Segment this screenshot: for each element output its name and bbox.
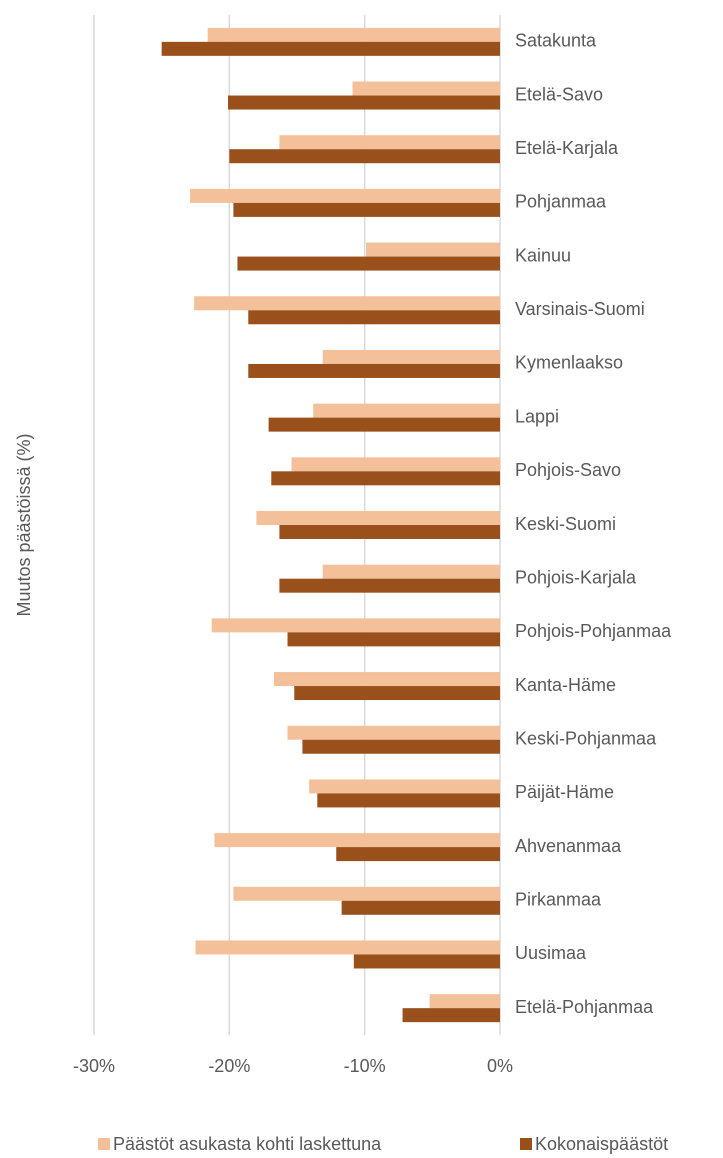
bar: [268, 417, 500, 432]
bar: [429, 994, 500, 1009]
bar: [194, 296, 500, 311]
bar: [322, 564, 500, 579]
bar: [402, 1008, 500, 1023]
bar: [248, 310, 500, 325]
bar: [294, 686, 500, 701]
bar: [248, 363, 500, 378]
category-label: Päijät-Häme: [515, 782, 614, 802]
category-label: Pohjois-Pohjanmaa: [515, 621, 672, 641]
bar: [195, 940, 500, 955]
bar: [322, 349, 500, 364]
bar: [366, 242, 500, 257]
y-axis-label: Muutos päästöissä (%): [14, 433, 34, 616]
bar: [227, 95, 501, 110]
bar: [233, 886, 501, 901]
legend-swatch: [98, 1138, 110, 1150]
bar: [336, 847, 500, 862]
legend-label: Kokonaispäästöt: [535, 1134, 668, 1154]
legend-swatch: [520, 1138, 532, 1150]
category-label: Keski-Pohjanmaa: [515, 728, 657, 748]
bar: [256, 511, 500, 525]
category-label: Kymenlaakso: [515, 353, 623, 373]
category-label: Ahvenanmaa: [515, 836, 622, 856]
bar: [287, 632, 500, 647]
bar: [279, 525, 500, 539]
category-label: Uusimaa: [515, 943, 587, 963]
bar: [287, 725, 500, 740]
bar: [352, 81, 500, 96]
category-label: Pohjois-Karjala: [515, 567, 637, 587]
bar: [279, 578, 500, 593]
bar: [211, 618, 501, 633]
category-label: Etelä-Karjala: [515, 138, 619, 158]
x-tick-label: -10%: [344, 1056, 386, 1076]
category-label: Varsinais-Suomi: [515, 299, 645, 319]
bar: [279, 135, 500, 150]
bar: [309, 779, 500, 794]
bar: [214, 833, 501, 848]
bar: [271, 471, 500, 486]
bar: [161, 41, 500, 56]
bar: [237, 256, 500, 271]
category-label: Kainuu: [515, 245, 571, 265]
legend-label: Päästöt asukasta kohti laskettuna: [113, 1134, 382, 1154]
category-label: Keski-Suomi: [515, 514, 616, 534]
category-label: Kanta-Häme: [515, 675, 616, 695]
category-label: Satakunta: [515, 31, 597, 51]
bar: [302, 739, 500, 754]
bar: [291, 457, 500, 472]
category-label: Etelä-Savo: [515, 84, 603, 104]
x-tick-label: -30%: [73, 1056, 115, 1076]
category-label: Pohjanmaa: [515, 192, 607, 212]
bar: [207, 27, 500, 42]
x-tick-label: 0%: [487, 1056, 513, 1076]
bar: [313, 403, 500, 418]
category-label: Lappi: [515, 406, 559, 426]
bar: [353, 954, 500, 969]
bar: [273, 672, 500, 687]
bar: [341, 900, 500, 915]
category-label: Pohjois-Savo: [515, 460, 621, 480]
category-label: Pirkanmaa: [515, 890, 602, 910]
bar: [229, 149, 501, 164]
x-tick-label: -20%: [208, 1056, 250, 1076]
category-label: Etelä-Pohjanmaa: [515, 997, 654, 1017]
bar: [190, 188, 500, 203]
bar: [317, 793, 500, 808]
bar: [233, 202, 501, 217]
